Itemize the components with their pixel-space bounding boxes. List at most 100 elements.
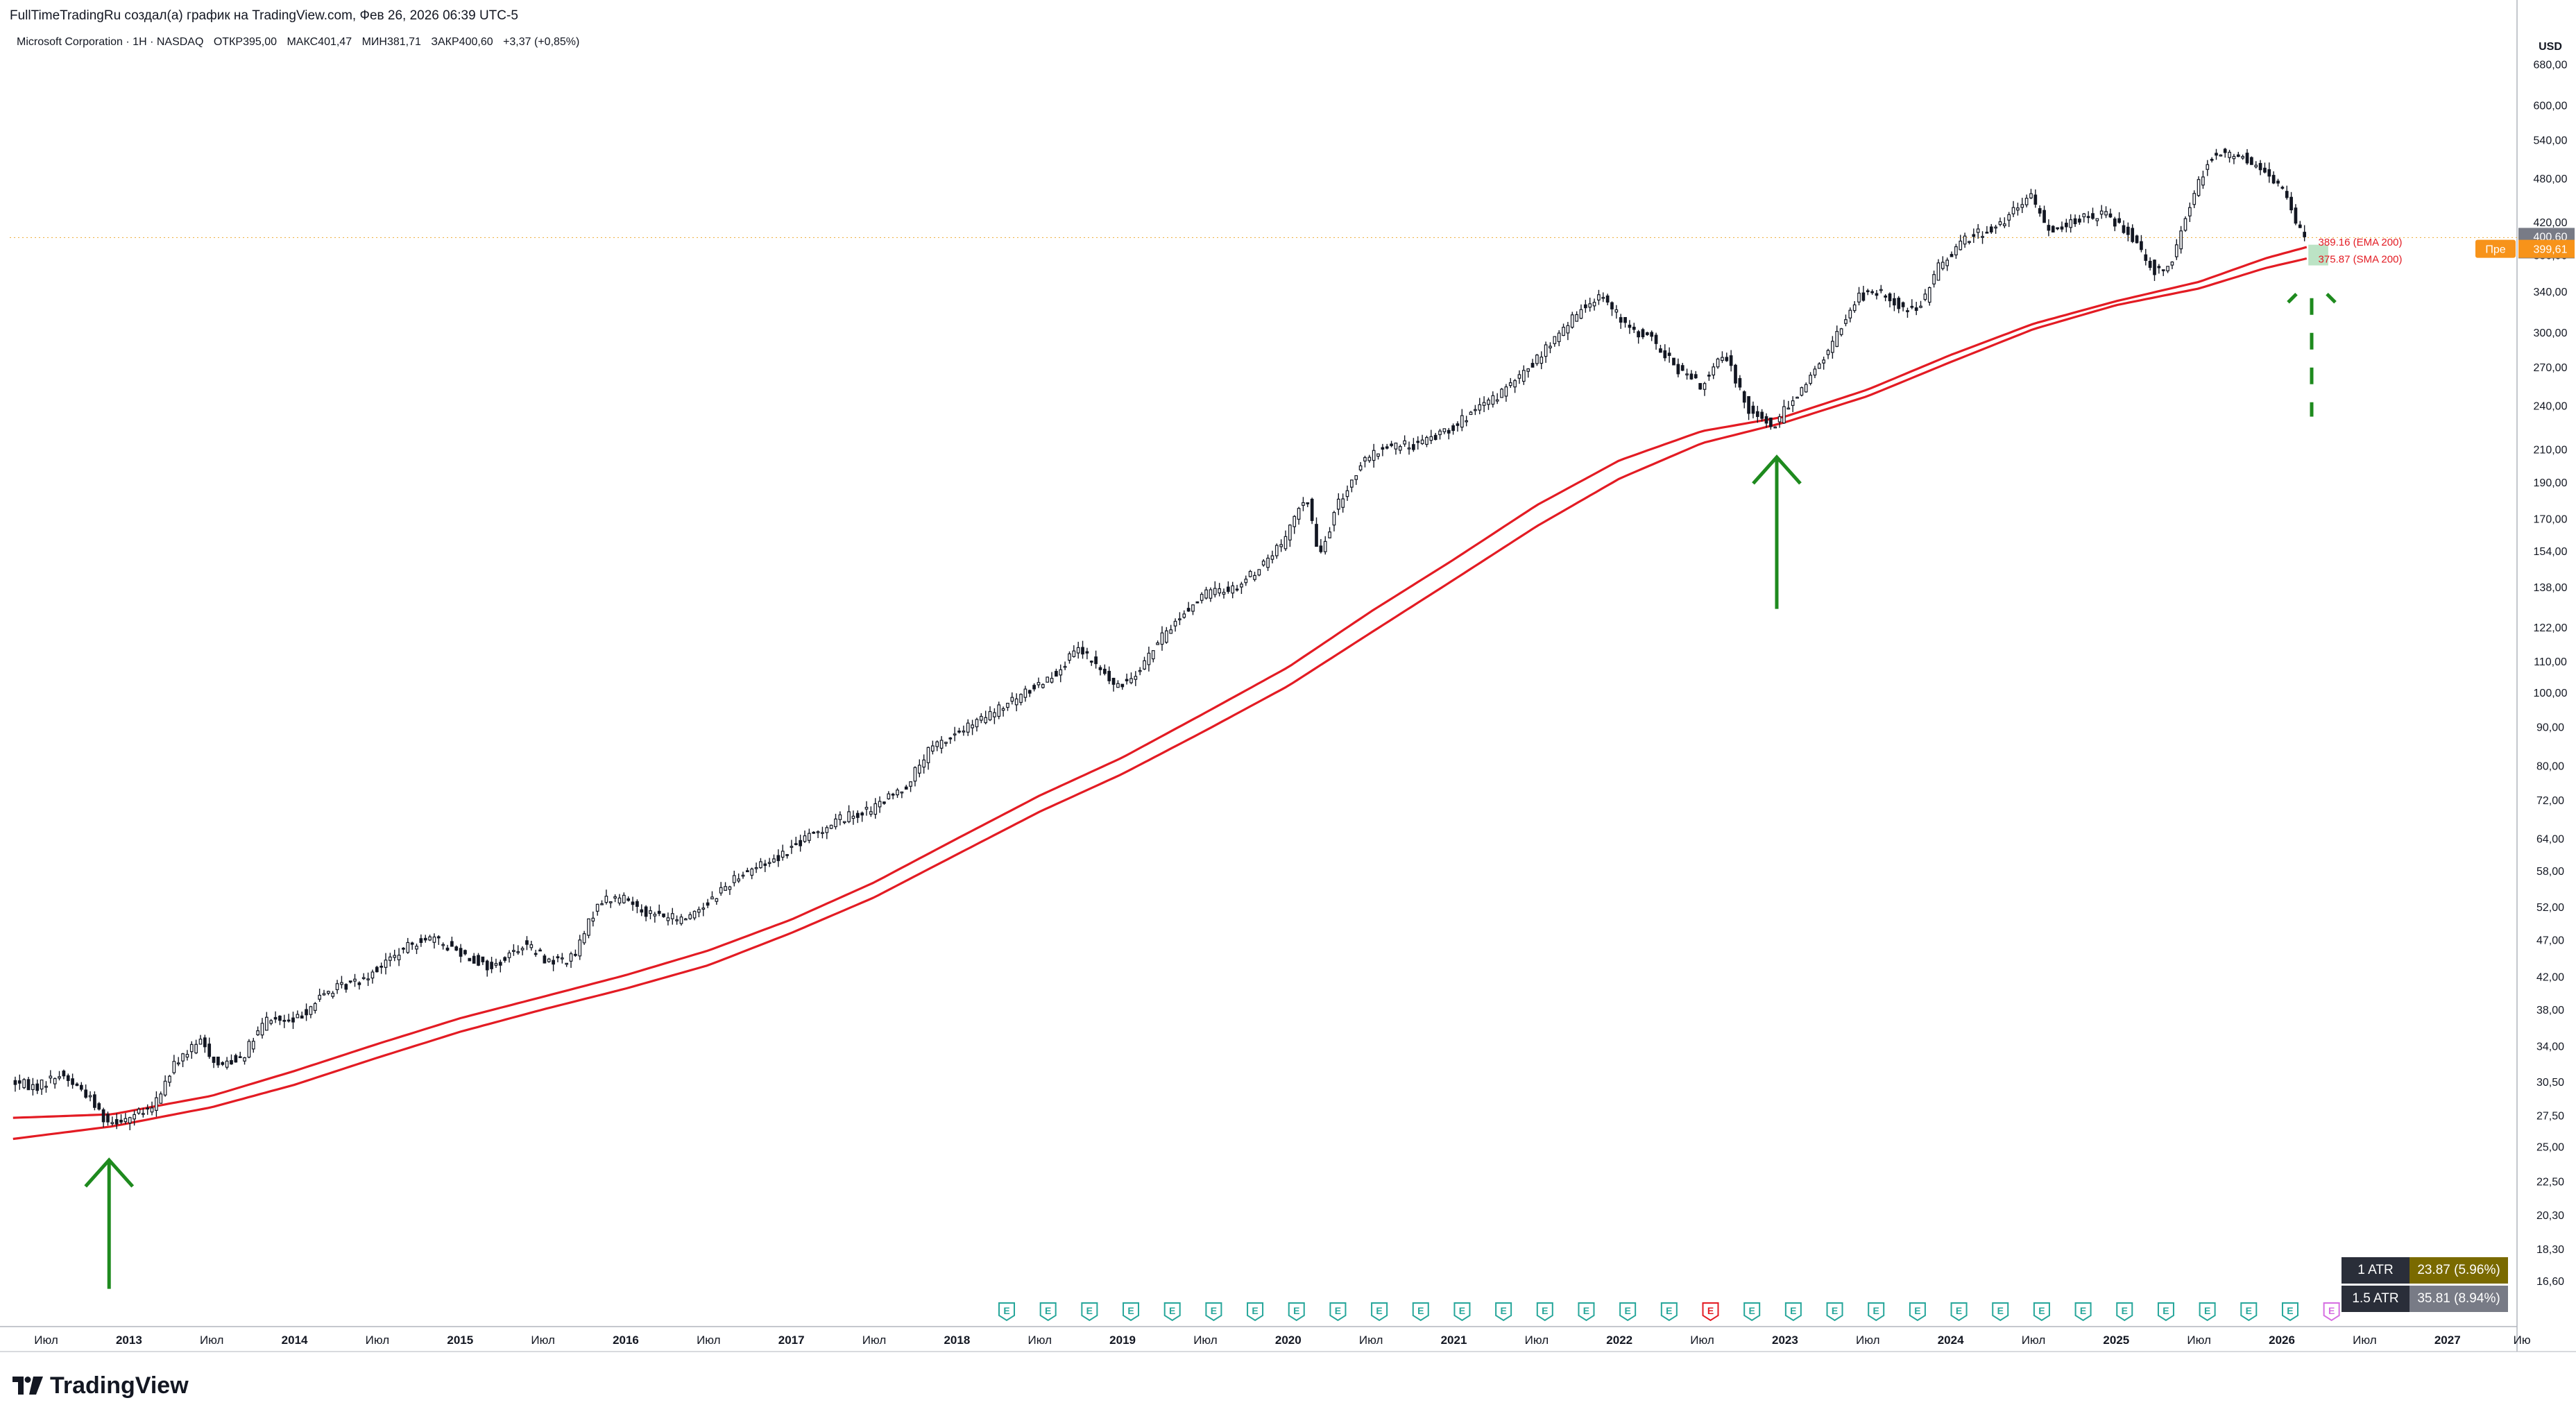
candle-body	[1279, 544, 1283, 547]
earnings-marker: E	[998, 1302, 1016, 1322]
candle-body	[692, 910, 697, 919]
candle-body	[825, 827, 829, 833]
atr-1-5-value: 35.81 (8.94%)	[2409, 1286, 2508, 1312]
candle-body	[790, 846, 794, 848]
candle-body	[58, 1076, 61, 1079]
candle-body	[1517, 374, 1521, 379]
candle-body	[2228, 151, 2231, 158]
candle-body	[2170, 262, 2174, 266]
candle-body	[2104, 211, 2108, 216]
candle-body	[79, 1084, 83, 1090]
candle-body	[481, 956, 485, 962]
candle-body	[1751, 405, 1755, 414]
candle-body	[1429, 436, 1433, 441]
earnings-marker-label: E	[1666, 1305, 1672, 1316]
candle-body	[1270, 555, 1274, 560]
candle-body	[556, 956, 560, 959]
candle-body	[1549, 346, 1552, 349]
candle-body	[1001, 708, 1005, 711]
candle-body	[1151, 650, 1155, 660]
y-tick-label: 64,00	[2536, 834, 2564, 846]
candle-body	[93, 1094, 96, 1108]
candle-body	[26, 1079, 31, 1091]
candle-body	[1403, 440, 1407, 445]
candle-body	[503, 957, 507, 961]
candle-body	[366, 978, 370, 980]
y-tick-label: 540,00	[2534, 135, 2568, 146]
candle-body	[2002, 223, 2006, 226]
candle-body	[2131, 228, 2135, 242]
candle-body	[1553, 336, 1557, 344]
earnings-marker-label: E	[2328, 1305, 2335, 1316]
candle-body	[410, 942, 414, 945]
candle-body	[2016, 207, 2020, 211]
candle-body	[1156, 642, 1159, 645]
candle-body	[538, 949, 542, 952]
tradingview-logo[interactable]: TradingView	[12, 1370, 189, 1401]
arrow-2013-head	[84, 1157, 135, 1188]
candle-body	[494, 963, 498, 966]
x-tick-label: 2016	[613, 1334, 639, 1347]
earnings-marker: E	[1702, 1302, 1719, 1322]
candle-body	[1893, 298, 1896, 306]
earnings-marker: E	[2157, 1302, 2174, 1322]
candle-body	[891, 793, 895, 796]
earnings-marker: E	[1247, 1302, 1264, 1322]
candle-body	[887, 793, 891, 799]
candle-body	[1764, 416, 1768, 424]
candle-body	[2271, 175, 2276, 184]
earnings-marker-label: E	[1169, 1305, 1175, 1316]
candle-body	[357, 982, 361, 985]
candle-body	[935, 741, 939, 747]
earnings-marker-label: E	[1749, 1305, 1755, 1316]
earnings-marker: E	[2033, 1302, 2050, 1322]
premarket-price-tag	[2518, 239, 2575, 258]
candle-body	[1169, 629, 1173, 634]
candle-body	[53, 1077, 57, 1084]
candle-body	[1367, 457, 1372, 461]
candle-body	[520, 948, 524, 951]
candle-body	[1447, 429, 1451, 434]
candle-body	[348, 980, 352, 983]
candle-body	[212, 1056, 216, 1063]
y-tick-label: 80,00	[2536, 760, 2564, 772]
candle-body	[1283, 536, 1288, 550]
candle-body	[498, 962, 502, 966]
candle-body	[1076, 647, 1080, 654]
x-tick-label: Июл	[2022, 1334, 2046, 1347]
candle-body	[617, 897, 622, 904]
y-tick-label: 20,30	[2536, 1210, 2564, 1222]
candle-body	[1857, 292, 1861, 303]
x-axis[interactable]: Июл 2013 Июл 2014 Июл 2015 Июл 2016 Июл 2017 Июл 20…	[34, 1334, 2531, 1347]
candle-body	[265, 1016, 268, 1031]
candle-body	[282, 1019, 287, 1022]
candle-body	[966, 722, 970, 733]
candle-body	[1010, 697, 1014, 702]
candle-body	[2007, 214, 2011, 221]
candle-body	[2033, 194, 2038, 205]
candle-body	[781, 851, 785, 858]
candle-body	[1376, 453, 1380, 457]
y-tick-label: 34,00	[2536, 1041, 2564, 1053]
x-tick-label: Июл	[1856, 1334, 1880, 1347]
candle-body	[1910, 305, 1914, 308]
brand-name: TradingView	[50, 1372, 189, 1399]
sma-200-value-label: 375.87 (SMA 200)	[2319, 254, 2403, 266]
earnings-marker: E	[2199, 1302, 2216, 1322]
earnings-marker: E	[2323, 1302, 2340, 1322]
y-tick-label: 38,00	[2536, 1005, 2564, 1016]
candle-body	[2258, 162, 2262, 171]
earnings-marker-shape	[998, 1302, 1016, 1322]
candle-body	[1451, 425, 1455, 432]
earnings-marker: E	[1205, 1302, 1222, 1322]
candle-body	[962, 730, 966, 733]
candle-body	[1663, 350, 1667, 359]
candle-body	[1456, 423, 1460, 426]
candle-body	[1407, 447, 1411, 450]
candle-body	[2113, 218, 2117, 227]
earnings-marker-shape	[2157, 1302, 2174, 1322]
candle-body	[688, 914, 692, 919]
candle-body	[1491, 395, 1495, 405]
candle-body	[419, 938, 423, 944]
